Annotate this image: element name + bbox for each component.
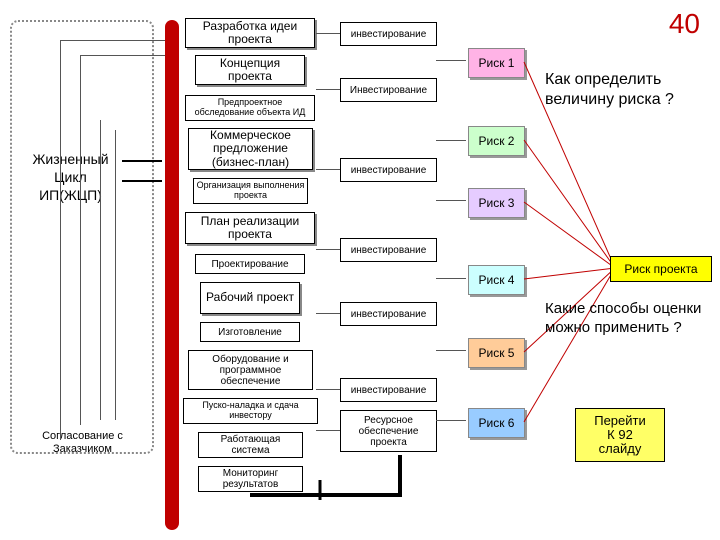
invest-box: Инвестирование xyxy=(340,78,437,102)
lifecycle-label: Жизненный Цикл ИП(ЖЦП) xyxy=(18,150,123,205)
risk-text: Риск 5 xyxy=(479,346,515,360)
conn-line xyxy=(436,420,466,421)
question2: Какие способы оценки можно применить ? xyxy=(545,300,715,338)
step-box: Концепция проекта xyxy=(195,55,305,85)
question2-text: Какие способы оценки можно применить ? xyxy=(545,300,701,336)
step-box: Проектирование xyxy=(195,254,305,274)
invest-text: инвестирование xyxy=(351,309,427,320)
step-box: Работающая система xyxy=(198,432,303,458)
step-text: Разработка идеи проекта xyxy=(188,20,312,46)
risk-text: Риск 4 xyxy=(479,273,515,287)
step-text: Проектирование xyxy=(211,259,288,270)
conn-line xyxy=(316,33,340,34)
conn-line xyxy=(60,40,61,440)
conn-line xyxy=(316,389,340,390)
step-text: Оборудование и программное обеспечение xyxy=(191,354,310,387)
conn-line xyxy=(60,40,165,41)
conn-line xyxy=(115,130,116,420)
step-text: Изготовление xyxy=(218,327,282,338)
slide-number: 40 xyxy=(669,8,700,40)
step-text: Коммерческое предложение (бизнес-план) xyxy=(191,129,310,169)
accent-bar xyxy=(165,20,179,530)
invest-box: Ресурсное обеспечение проекта xyxy=(340,410,437,452)
question1-text: Как определить величину риска ? xyxy=(545,71,674,108)
conn-line xyxy=(80,55,165,56)
step-box: Рабочий проект xyxy=(200,282,300,314)
invest-box: инвестирование xyxy=(340,22,437,46)
callout-line xyxy=(122,160,162,162)
step-text: Пуско-наладка и сдача инвестору xyxy=(186,401,315,421)
risk-box: Риск 4 xyxy=(468,265,525,295)
invest-text: Инвестирование xyxy=(350,85,427,96)
risk-text: Риск 6 xyxy=(479,416,515,430)
step-box: Оборудование и программное обеспечение xyxy=(188,350,313,390)
step-box: Изготовление xyxy=(200,322,300,342)
conn-line xyxy=(436,278,466,279)
risk-box: Риск 6 xyxy=(468,408,525,438)
invest-text: инвестирование xyxy=(351,245,427,256)
step-box: Пуско-наладка и сдача инвестору xyxy=(183,398,318,424)
step-text: Концепция проекта xyxy=(198,57,302,83)
invest-text: инвестирование xyxy=(351,165,427,176)
invest-text: Ресурсное обеспечение проекта xyxy=(341,415,436,448)
conn-line xyxy=(316,169,340,170)
conn-line xyxy=(100,120,101,420)
invest-box: инвестирование xyxy=(340,158,437,182)
risk-text: Риск 1 xyxy=(479,56,515,70)
step-box: Мониторинг результатов xyxy=(198,466,303,492)
agreement-frame xyxy=(10,20,154,454)
invest-text: инвестирование xyxy=(351,29,427,40)
conn-line xyxy=(316,249,340,250)
step-box: Разработка идеи проекта xyxy=(185,18,315,48)
conn-line xyxy=(436,60,466,61)
callout-line xyxy=(122,180,162,182)
conn-line xyxy=(436,140,466,141)
invest-box: инвестирование xyxy=(340,378,437,402)
risk-box: Риск 3 xyxy=(468,188,525,218)
step-box: Коммерческое предложение (бизнес-план) xyxy=(188,128,313,170)
conn-line xyxy=(316,430,340,431)
lifecycle-text: Жизненный Цикл ИП(ЖЦП) xyxy=(32,151,108,203)
step-box: Предпроектное обследование объекта ИД xyxy=(185,95,315,121)
risk-box: Риск 2 xyxy=(468,126,525,156)
project-risk-box: Риск проекта xyxy=(610,256,712,282)
goto-box[interactable]: Перейти К 92 слайду xyxy=(575,408,665,462)
step-text: Организация выполнения проекта xyxy=(196,181,305,201)
question1: Как определить величину риска ? xyxy=(545,70,710,110)
risk-text: Риск 2 xyxy=(479,134,515,148)
risk-text: Риск 3 xyxy=(479,196,515,210)
step-text: План реализации проекта xyxy=(188,215,312,241)
step-text: Рабочий проект xyxy=(206,291,294,304)
conn-line xyxy=(436,350,466,351)
goto-text: Перейти К 92 слайду xyxy=(594,414,646,457)
invest-box: инвестирование xyxy=(340,238,437,262)
step-text: Предпроектное обследование объекта ИД xyxy=(188,98,312,118)
step-box: План реализации проекта xyxy=(185,212,315,244)
conn-line xyxy=(316,313,340,314)
invest-box: инвестирование xyxy=(340,302,437,326)
step-text: Работающая система xyxy=(201,434,300,456)
conn-line xyxy=(80,55,81,425)
risk-box: Риск 5 xyxy=(468,338,525,368)
risk-box: Риск 1 xyxy=(468,48,525,78)
step-text: Мониторинг результатов xyxy=(201,468,300,490)
agreement-text: Согласование с Заказчиком xyxy=(42,430,123,455)
step-box: Организация выполнения проекта xyxy=(193,178,308,204)
conn-line xyxy=(436,200,466,201)
invest-text: инвестирование xyxy=(351,385,427,396)
agreement-label: Согласование с Заказчиком xyxy=(25,430,140,456)
conn-line xyxy=(316,89,340,90)
project-risk-text: Риск проекта xyxy=(624,262,697,276)
